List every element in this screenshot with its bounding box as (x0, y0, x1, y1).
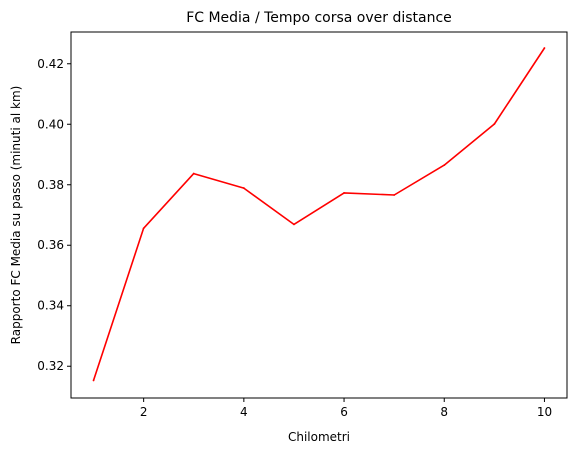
y-tick-label: 0.38 (37, 178, 64, 192)
data-point (493, 123, 496, 125)
data-point (443, 164, 446, 166)
data-point (142, 227, 145, 230)
data-point (393, 194, 396, 196)
y-axis-ticks: 0.32 0.34 0.36 0.38 0.40 0.42 (37, 57, 71, 373)
data-point (242, 187, 245, 189)
y-tick-label: 0.40 (37, 117, 64, 131)
data-point (92, 379, 95, 382)
x-tick-label: 8 (440, 405, 448, 419)
x-axis-ticks: 2 4 6 8 10 (140, 398, 552, 419)
x-tick-label: 2 (140, 405, 148, 419)
chart-title: FC Media / Tempo corsa over distance (186, 10, 452, 26)
data-point (192, 172, 195, 175)
x-tick-label: 6 (340, 405, 348, 419)
y-tick-label: 0.42 (37, 57, 64, 71)
data-point (543, 47, 546, 49)
series-line (92, 47, 546, 381)
series-points (92, 47, 546, 382)
data-point (293, 223, 295, 226)
y-tick-label: 0.36 (37, 238, 64, 252)
plot-frame (70, 31, 568, 399)
y-tick-label: 0.34 (37, 299, 64, 313)
x-tick-label: 4 (240, 405, 248, 419)
x-tick-label: 10 (537, 405, 552, 419)
y-axis-title: Rapporto FC Media su passo (minuti al km… (9, 86, 23, 345)
y-tick-label: 0.32 (37, 359, 64, 373)
x-axis-title: Chilometri (288, 430, 350, 444)
data-point (343, 192, 345, 194)
